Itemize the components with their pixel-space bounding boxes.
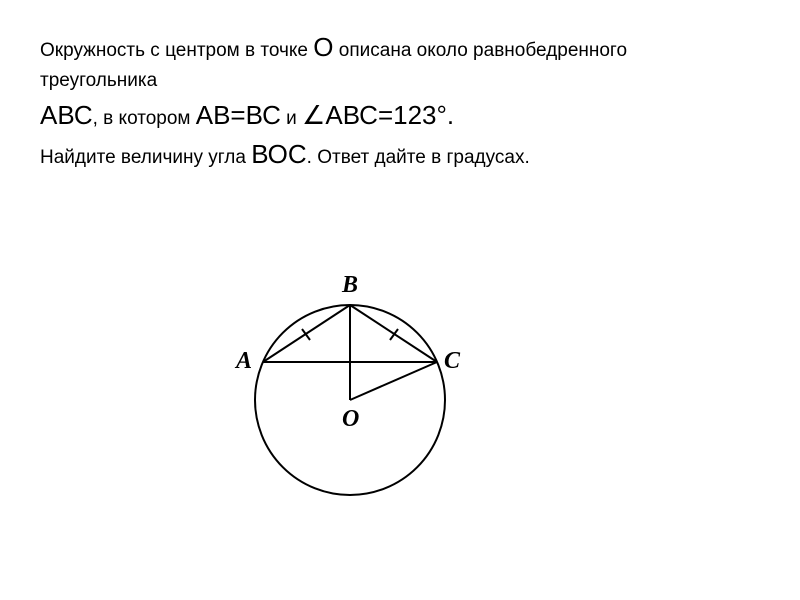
- equation: АВ=ВС: [196, 100, 281, 130]
- text: и: [281, 108, 302, 129]
- label-B: B: [342, 272, 358, 299]
- text: Найдите величину угла: [40, 147, 251, 168]
- letter-O: О: [313, 32, 333, 62]
- problem-text: Окружность с центром в точке О описана о…: [40, 28, 760, 174]
- text: . Ответ дайте в градусах.: [307, 147, 530, 168]
- letters-ABC: АВС: [40, 100, 93, 130]
- text: , в котором: [93, 108, 196, 129]
- label-O: O: [342, 406, 359, 433]
- text: описана около равнобедренного: [334, 40, 628, 61]
- line4: Найдите величину угла ВОС. Ответ дайте в…: [40, 135, 760, 174]
- radius-OC: [350, 362, 437, 400]
- line1: Окружность с центром в точке О описана о…: [40, 28, 760, 67]
- text: Окружность с центром в точке: [40, 40, 313, 61]
- letters-BOC: ВОС: [251, 139, 306, 169]
- label-C: C: [444, 348, 460, 375]
- line3: АВС, в котором АВ=ВС и ∠АВС=123°.: [40, 96, 760, 135]
- label-A: A: [236, 348, 252, 375]
- angle-symbol: ∠: [302, 100, 325, 130]
- line2: треугольника: [40, 67, 760, 96]
- geometry-diagram: A B C O: [220, 250, 480, 510]
- angle-value: АВС=123°.: [325, 100, 454, 130]
- text: треугольника: [40, 70, 157, 91]
